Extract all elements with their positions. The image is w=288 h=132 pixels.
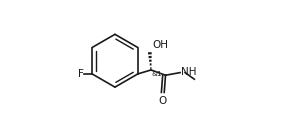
Text: O: O [159, 96, 167, 106]
Text: F: F [78, 69, 84, 79]
Text: &1: &1 [152, 71, 162, 77]
Text: OH: OH [152, 40, 168, 50]
Text: NH: NH [181, 67, 196, 77]
